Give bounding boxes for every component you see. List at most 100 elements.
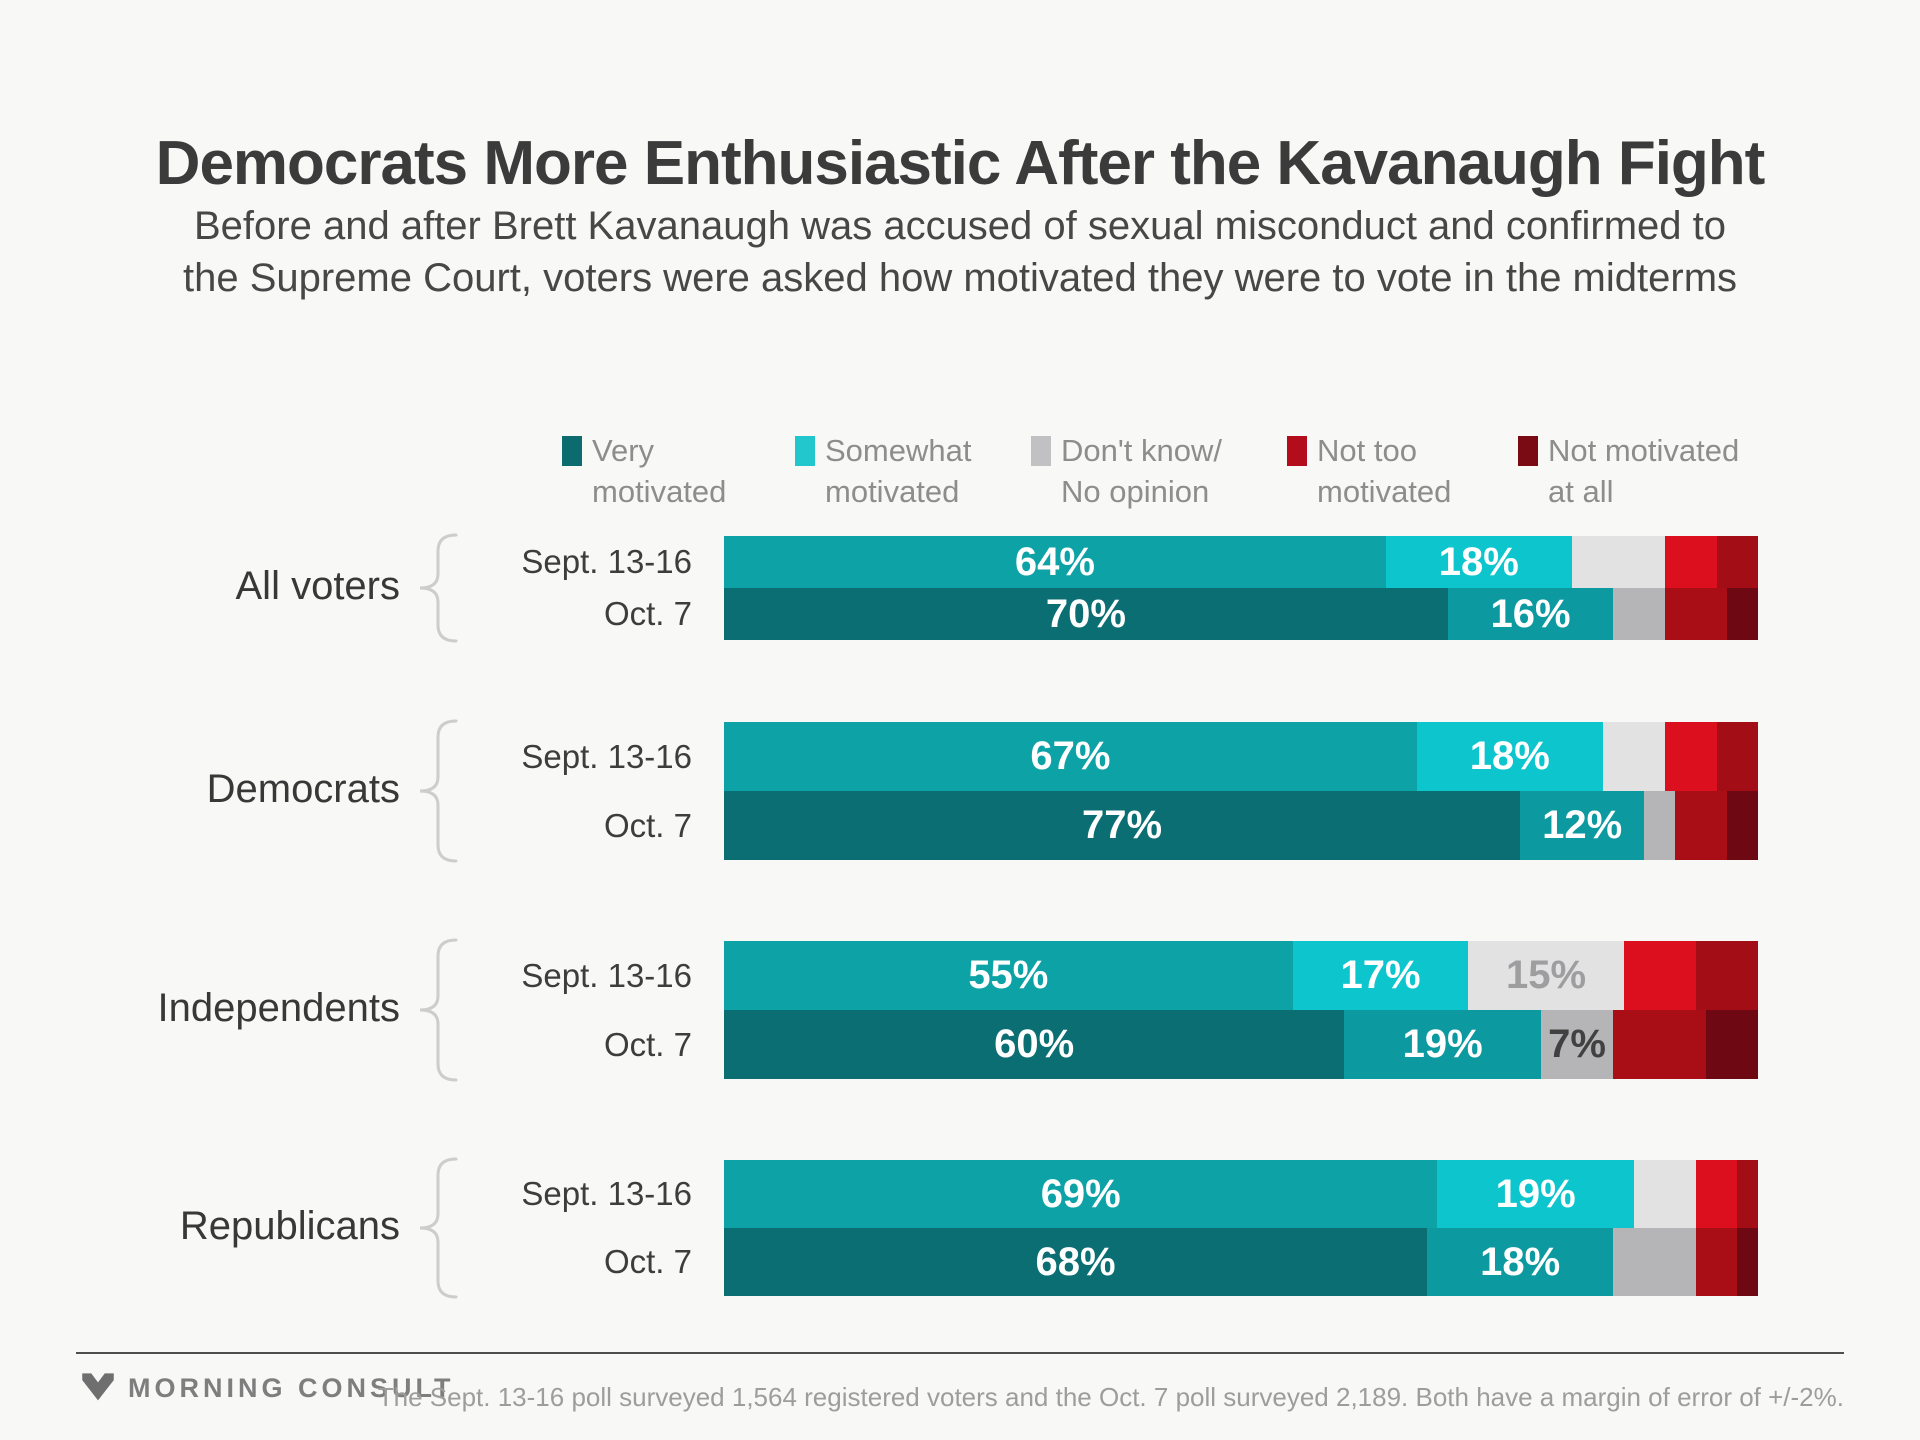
- page-subtitle: Before and after Brett Kavanaugh was acc…: [0, 200, 1920, 304]
- legend-item-not-too-motivated: Not too motivated: [1287, 430, 1518, 512]
- bar-segment-not-motivated-at-all: [1716, 536, 1758, 588]
- legend-label-line: at all: [1548, 474, 1614, 509]
- group-label-all-voters: All voters: [235, 564, 401, 608]
- bar-segment-not-motivated-at-all: [1726, 588, 1758, 640]
- bar-segment-very-motivated: 67%: [724, 722, 1417, 791]
- legend-label-dont-know: Don't know/No opinion: [1061, 430, 1222, 512]
- bar-segment-somewhat-motivated: 17%: [1292, 941, 1469, 1010]
- methodology-note: The Sept. 13-16 poll surveyed 1,564 regi…: [377, 1382, 1844, 1412]
- bar-segment-not-too-motivated: [1664, 722, 1717, 791]
- chart-legend: Very motivated Somewhat motivated Don't know…: [562, 430, 1768, 512]
- bar-segment-somewhat-motivated: 12%: [1520, 791, 1645, 860]
- group-brace-icon: [419, 719, 458, 863]
- legend-label-not-too-motivated: Not too motivated: [1317, 430, 1451, 512]
- bar-segment-dont-know: [1644, 791, 1676, 860]
- bar-segment-value: 7%: [1548, 1022, 1606, 1066]
- bar-segment-value: 19%: [1495, 1171, 1576, 1216]
- bar-segment-value: 67%: [1030, 734, 1111, 778]
- bar-segment-not-too-motivated: [1664, 536, 1717, 588]
- bar-segment-very-motivated: 77%: [724, 791, 1521, 860]
- bar-segment-value: 69%: [1040, 1171, 1121, 1216]
- bar-segment-not-motivated-at-all: [1726, 791, 1758, 860]
- group-brace-icon: [419, 938, 458, 1082]
- bar-segment-somewhat-motivated: 19%: [1437, 1160, 1634, 1228]
- page-title: Democrats More Enthusiastic After the Ka…: [155, 129, 1766, 198]
- subtitle-line-2: the Supreme Court, voters were asked how…: [182, 256, 1738, 300]
- bar-segment-value: 19%: [1402, 1022, 1483, 1066]
- bar-segment-value: 18%: [1480, 1239, 1561, 1284]
- bar-segment-not-motivated-at-all: [1737, 1228, 1758, 1296]
- bar-segment-somewhat-motivated: 18%: [1385, 536, 1572, 588]
- bar-segment-very-motivated: 70%: [724, 588, 1448, 640]
- bar-segment-value: 15%: [1505, 953, 1587, 997]
- legend-label-somewhat-motivated: Somewhat motivated: [825, 430, 971, 512]
- bar-segment-somewhat-motivated: 18%: [1416, 722, 1603, 791]
- footer-divider: [76, 1352, 1844, 1354]
- bar-segment-not-too-motivated: [1695, 1228, 1738, 1296]
- bar-segment-value: 68%: [1035, 1239, 1116, 1284]
- bar-segment-very-motivated: 55%: [724, 941, 1293, 1010]
- legend-label-line: motivated: [1317, 474, 1452, 509]
- bar-row: 69% 19%: [724, 1160, 1758, 1228]
- bar-segment-value: 60%: [994, 1022, 1075, 1066]
- bar-segment-not-motivated-at-all: [1706, 1010, 1758, 1079]
- legend-swatch-not-too-motivated: [1287, 436, 1307, 466]
- bar-segment-value: 18%: [1469, 734, 1550, 778]
- group-label-democrats: Democrats: [206, 767, 400, 811]
- bar-segment-not-motivated-at-all: [1737, 1160, 1758, 1228]
- bar-segment-very-motivated: 69%: [724, 1160, 1438, 1228]
- legend-swatch-somewhat-motivated: [795, 436, 815, 466]
- legend-label-line: motivated: [825, 474, 960, 509]
- group-brace-icon: [419, 1157, 458, 1299]
- bar-segment-value: 55%: [968, 953, 1049, 997]
- date-label: Sept. 13-16: [521, 737, 692, 775]
- legend-item-dont-know: Don't know/No opinion: [1031, 430, 1287, 512]
- date-label: Oct. 7: [603, 1243, 692, 1280]
- date-label: Oct. 7: [603, 595, 692, 632]
- bar-row: 60% 19% 7%: [724, 1010, 1758, 1079]
- bar-row: 64% 18%: [724, 536, 1758, 588]
- bar-segment-not-too-motivated: [1675, 791, 1727, 860]
- bar-segment-dont-know: [1571, 536, 1665, 588]
- bar-segment-very-motivated: 68%: [724, 1228, 1428, 1296]
- bar-segment-dont-know: [1633, 1160, 1696, 1228]
- legend-item-very-motivated: Very motivated: [562, 430, 795, 512]
- bar-segment-not-too-motivated: [1623, 941, 1696, 1010]
- group-label-republicans: Republicans: [179, 1204, 400, 1248]
- bar-segment-not-too-motivated: [1613, 1010, 1707, 1079]
- legend-swatch-not-motivated-at-all: [1518, 436, 1538, 466]
- date-label: Sept. 13-16: [521, 956, 692, 994]
- morning-consult-wordmark: MORNING CONSULT: [128, 1372, 455, 1403]
- bar-segment-somewhat-motivated: 19%: [1344, 1010, 1541, 1079]
- bar-row: 77% 12%: [724, 791, 1758, 860]
- legend-label-line: Somewhat: [825, 433, 972, 468]
- group-brace-icon: [419, 533, 458, 643]
- date-label: Oct. 7: [603, 1025, 692, 1063]
- bar-segment-not-motivated-at-all: [1716, 722, 1758, 791]
- bar-segment-not-too-motivated: [1695, 1160, 1738, 1228]
- legend-item-somewhat-motivated: Somewhat motivated: [795, 430, 1031, 512]
- group-label-independents: Independents: [157, 986, 400, 1030]
- bar-row: 67% 18%: [724, 722, 1758, 791]
- bar-segment-somewhat-motivated: 16%: [1447, 588, 1614, 640]
- bar-segment-very-motivated: 60%: [724, 1010, 1345, 1079]
- bar-segment-value: 70%: [1045, 591, 1126, 636]
- bar-row: 55% 17% 15%: [724, 941, 1758, 1010]
- legend-label-line: Don't know/: [1061, 433, 1222, 468]
- legend-label-very-motivated: Very motivated: [592, 430, 726, 512]
- legend-swatch-very-motivated: [562, 436, 582, 466]
- bar-segment-dont-know: [1602, 722, 1665, 791]
- bar-segment-not-motivated-at-all: [1695, 941, 1758, 1010]
- morning-consult-logo: MORNING CONSULT: [80, 1370, 454, 1406]
- morning-consult-m-icon: [82, 1373, 114, 1401]
- date-label: Sept. 13-16: [521, 1175, 692, 1212]
- legend-swatch-dont-know: [1031, 436, 1051, 466]
- date-label: Oct. 7: [603, 806, 692, 844]
- bar-row: 68% 18%: [724, 1228, 1758, 1296]
- bar-segment-value: 18%: [1438, 539, 1519, 584]
- legend-label-line: Not too: [1317, 433, 1417, 468]
- legend-label-line: Very: [592, 433, 655, 468]
- bar-segment-dont-know: 15%: [1468, 941, 1624, 1010]
- bar-segment-dont-know: 7%: [1540, 1010, 1614, 1079]
